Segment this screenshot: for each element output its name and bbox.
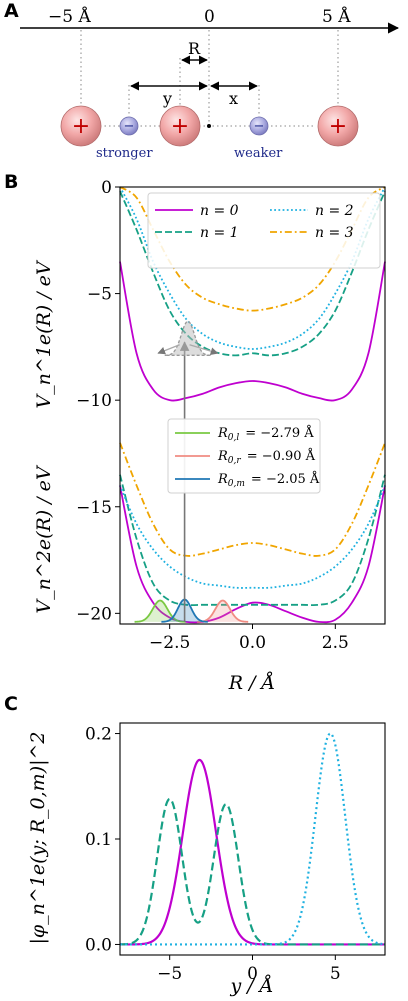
excited-wavepacket: [164, 320, 212, 356]
stronger-label: stronger: [96, 146, 153, 161]
axis-tick-0: 0: [204, 7, 215, 27]
wavepacket-1-line: [197, 599, 249, 623]
chart-c-ylabel: |φ_n^1e(y; R_0,m)|^2: [27, 731, 49, 944]
chart-c-ytick-label-1: 0.1: [85, 830, 112, 850]
svg-text:−: −: [254, 119, 265, 134]
wavepacket-0-fill: [134, 600, 186, 622]
legend-wp-l: R0,l = −2.79 Å: [217, 425, 314, 443]
series-3-y1e-line: [119, 186, 386, 312]
chart-b-ytick-label-1: −5: [87, 285, 112, 305]
legend-wp-r: R0,r = −0.90 Å: [217, 448, 316, 466]
weaker-label: weaker: [234, 146, 283, 161]
chart-c-series-2-line: [120, 732, 386, 946]
chart-b-xtick-label-2: 2.5: [322, 633, 349, 653]
panel-c-letter: C: [4, 693, 18, 715]
electron-weaker: −: [249, 116, 269, 136]
diagram-guides: [80, 30, 339, 127]
axis-tick-minus5: −5 Å: [48, 6, 91, 27]
wavepacket-0-line: [134, 599, 186, 623]
series-0-y1e-line: [119, 261, 386, 402]
chart-c-xtick-label-0: −5: [157, 964, 182, 984]
chart-b-xlabel: R / Å: [228, 672, 276, 694]
legend-label-n3: n = 3: [315, 225, 354, 241]
series-0-y2e-line: [119, 485, 386, 624]
chart-b-ytick-label-4: −20: [76, 604, 112, 624]
legend-label-n0: n = 0: [200, 203, 239, 219]
axis-tick-5: 5 Å: [322, 6, 351, 27]
series-2-y1e-line: [119, 186, 386, 350]
panel-b-letter: B: [4, 171, 18, 193]
svg-text:+: +: [72, 114, 90, 139]
ion-right: +: [317, 105, 359, 147]
chart-b-ytick-label-2: −10: [76, 391, 112, 411]
series-1-y2e-line: [119, 474, 386, 607]
y-label: y: [162, 89, 172, 108]
chart-c: [119, 732, 386, 946]
chart-b: [119, 186, 386, 624]
chart-b-legend: n = 0 n = 1 n = 2 n = 3: [147, 192, 381, 269]
chart-c-ytick-label-2: 0.2: [85, 725, 112, 745]
R-label: R: [188, 39, 201, 58]
chart-b-xtick-label-1: 0.0: [239, 633, 266, 653]
electron-stronger: −: [119, 116, 139, 136]
series-1-y1e-line: [119, 190, 386, 357]
chart-c-xtick-label-1: 0: [247, 964, 258, 984]
svg-text:+: +: [171, 114, 189, 139]
series-2-y2e-line: [119, 485, 386, 589]
spread-arrow-left: [157, 344, 180, 355]
chart-b-xtick-label-0: −2.5: [149, 633, 190, 653]
chart-b-ylabel-upper: V_n^1e(R) / eV: [33, 259, 55, 409]
series-3-y2e-line: [119, 442, 386, 557]
svg-text:−: −: [124, 119, 135, 134]
chart-b-ylabel-lower: V_n^2e(R) / eV: [33, 464, 55, 614]
chart-c-series-0-line: [120, 758, 385, 946]
chart-b-legend-wavepackets: R0,l = −2.79 Å R0,r = −0.90 Å R0,m = −2.05 …: [167, 418, 321, 494]
chart-c-xlabel: y / Å: [230, 975, 274, 997]
chart-c-xtick-label-2: 5: [330, 964, 341, 984]
ion-left: +: [60, 105, 102, 147]
legend-label-n1: n = 1: [200, 225, 239, 241]
wavepacket-1-fill: [197, 600, 249, 622]
chart-c-series-1-line: [119, 797, 385, 946]
legend-label-n2: n = 2: [315, 203, 354, 219]
chart-b-ytick-label-3: −15: [76, 498, 112, 518]
origin-dot: [207, 124, 211, 128]
panel-a-letter: A: [4, 0, 19, 22]
legend-wp-m: R0,m = −2.05 Å: [217, 471, 320, 489]
x-label: x: [229, 89, 238, 108]
ion-middle: +: [159, 105, 201, 147]
svg-text:+: +: [329, 114, 347, 139]
chart-c-ytick-label-0: 0.0: [85, 935, 112, 955]
spread-arrow-right: [189, 344, 219, 355]
chart-b-ytick-label-0: 0: [101, 178, 112, 198]
